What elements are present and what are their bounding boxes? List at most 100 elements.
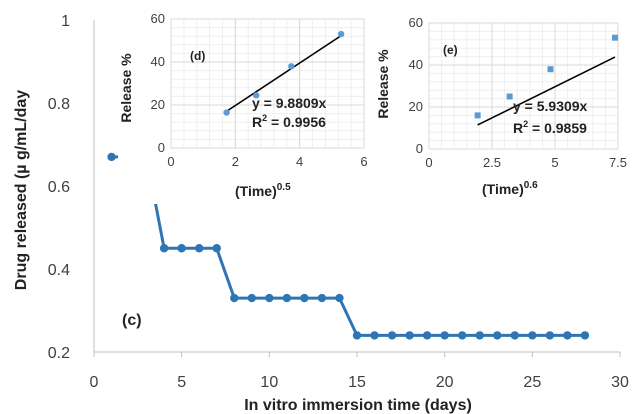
main-data-point	[212, 244, 221, 253]
inset-e-r-value: = 0.9859	[528, 120, 587, 136]
inset-d-x-axis-label: (Time)	[235, 183, 277, 199]
inset-d-data-point	[223, 109, 230, 116]
main-data-point	[195, 244, 204, 253]
inset-d-y-tick-label: 20	[151, 97, 165, 112]
inset-d-panel-label: (d)	[190, 49, 205, 63]
main-y-axis-title: Drug released (µ g/mL/day	[13, 90, 30, 290]
main-data-point	[493, 331, 502, 340]
main-data-point	[510, 331, 519, 340]
inset-e-y-tick-label: 0	[416, 141, 423, 156]
main-data-point	[107, 152, 116, 162]
inset-e-y-tick-label: 60	[409, 15, 423, 30]
inset-d-trendline	[226, 34, 342, 112]
inset-d-r-squared: R2 = 0.9956	[252, 113, 326, 130]
inset-d-x-axis-title: (Time)0.5	[235, 182, 291, 199]
main-data-point	[580, 331, 590, 340]
main-x-tick-label: 15	[348, 374, 366, 391]
main-data-point	[563, 331, 572, 340]
inset-e-x-tick-label: 7.5	[609, 155, 627, 170]
inset-e-panel-label: (e)	[443, 43, 458, 57]
inset-e-tick-labels: 0 2.5 5 7.5 0 20 40 60	[409, 15, 628, 170]
main-x-tick-label: 0	[90, 374, 99, 391]
inset-d-data-point	[288, 63, 295, 70]
inset-e-grid	[428, 22, 619, 150]
main-panel-label: (c)	[122, 312, 142, 329]
inset-d-r-exponent: 2	[262, 113, 267, 123]
inset-e-background	[374, 6, 628, 202]
inset-e-y-tick-label: 40	[409, 57, 423, 72]
inset-d-grid	[170, 18, 365, 149]
main-tick-labels: 0 5 10 15 20 25 300.20.40.60.81	[48, 13, 629, 391]
main-x-tick-label: 5	[177, 374, 186, 391]
inset-e-r-exponent: 2	[523, 119, 528, 129]
main-x-tick-label: 20	[436, 374, 454, 391]
main-data-point	[282, 293, 292, 303]
inset-d-x-tick-label: 6	[360, 154, 367, 169]
main-x-tick-label: 30	[611, 374, 629, 391]
inset-d-y-tick-label: 0	[158, 140, 165, 155]
main-data-point	[458, 331, 467, 340]
main-y-tick-label: 0.4	[48, 262, 70, 279]
inset-e-data-point	[611, 34, 618, 41]
inset-e-x-tick-label: 5	[551, 155, 558, 170]
inset-d-y-tick-label: 60	[151, 11, 165, 26]
main-data-point	[177, 244, 186, 253]
inset-d-series	[223, 30, 345, 116]
main-series-line	[111, 155, 585, 337]
inset-d-x-tick-label: 4	[296, 154, 303, 169]
inset-e-y-axis-title: Release %	[375, 49, 391, 119]
main-y-tick-label: 1	[61, 13, 70, 30]
inset-d-data-point	[337, 30, 345, 38]
inset-e-r-label: R	[513, 120, 523, 136]
inset-d-y-axis-title: Release %	[118, 53, 134, 123]
main-data-point	[545, 331, 555, 340]
main-data-point	[352, 331, 362, 340]
main-x-axis-title: In vitro immersion time (days)	[244, 397, 472, 414]
main-data-point	[370, 331, 379, 340]
main-y-tick-label: 0.6	[48, 179, 70, 196]
inset-d-x-axis-exponent: 0.5	[277, 182, 291, 193]
inset-e-x-axis-label: (Time)	[482, 181, 524, 197]
main-data-point	[335, 293, 344, 303]
main-series	[107, 152, 590, 340]
main-data-point	[247, 293, 256, 303]
main-data-point	[387, 331, 397, 340]
inset-e-data-point	[506, 93, 513, 100]
inset-d-r-value: = 0.9956	[267, 114, 326, 130]
inset-e-data-point	[474, 112, 481, 119]
inset-d-x-tick-label: 0	[167, 154, 174, 169]
main-data-point	[300, 293, 309, 303]
inset-d-r-label: R	[252, 114, 262, 130]
main-data-point	[159, 244, 169, 253]
inset-d-x-tick-label: 2	[232, 154, 239, 169]
main-data-point	[475, 331, 484, 340]
main-data-point	[230, 293, 239, 303]
main-data-point	[422, 331, 432, 340]
inset-e-x-axis-title: (Time)0.6	[482, 180, 538, 197]
main-data-point	[265, 293, 274, 303]
inset-e-y-tick-label: 20	[409, 99, 423, 114]
inset-e-data-point	[547, 66, 554, 73]
inset-e-r-squared: R2 = 0.9859	[513, 119, 587, 136]
main-data-point	[317, 293, 327, 303]
inset-e-x-tick-label: 2.5	[483, 155, 501, 170]
inset-chart-e: 0 2.5 5 7.5 0 20 40 60 (e) y = 5.9309x R2 = 0.9…	[374, 6, 628, 202]
main-data-point	[405, 331, 414, 340]
main-x-tick-label: 10	[260, 374, 278, 391]
main-data-point	[528, 331, 537, 340]
inset-e-trendline	[477, 56, 616, 126]
inset-e-x-tick-label: 0	[425, 155, 432, 170]
main-chart: 0 5 10 15 20 25 300.20.40.60.81 (c) In vitro i…	[13, 13, 629, 414]
inset-d-data-point	[253, 92, 260, 99]
main-data-point	[440, 331, 449, 340]
main-y-tick-label: 0.8	[48, 96, 70, 113]
inset-e-series	[474, 34, 618, 126]
main-y-tick-label: 0.2	[48, 345, 70, 362]
inset-d-equation: y = 9.8809x	[252, 95, 327, 111]
main-axes	[93, 20, 621, 357]
inset-d-y-tick-label: 40	[151, 54, 165, 69]
inset-e-x-axis-exponent: 0.6	[524, 180, 538, 191]
